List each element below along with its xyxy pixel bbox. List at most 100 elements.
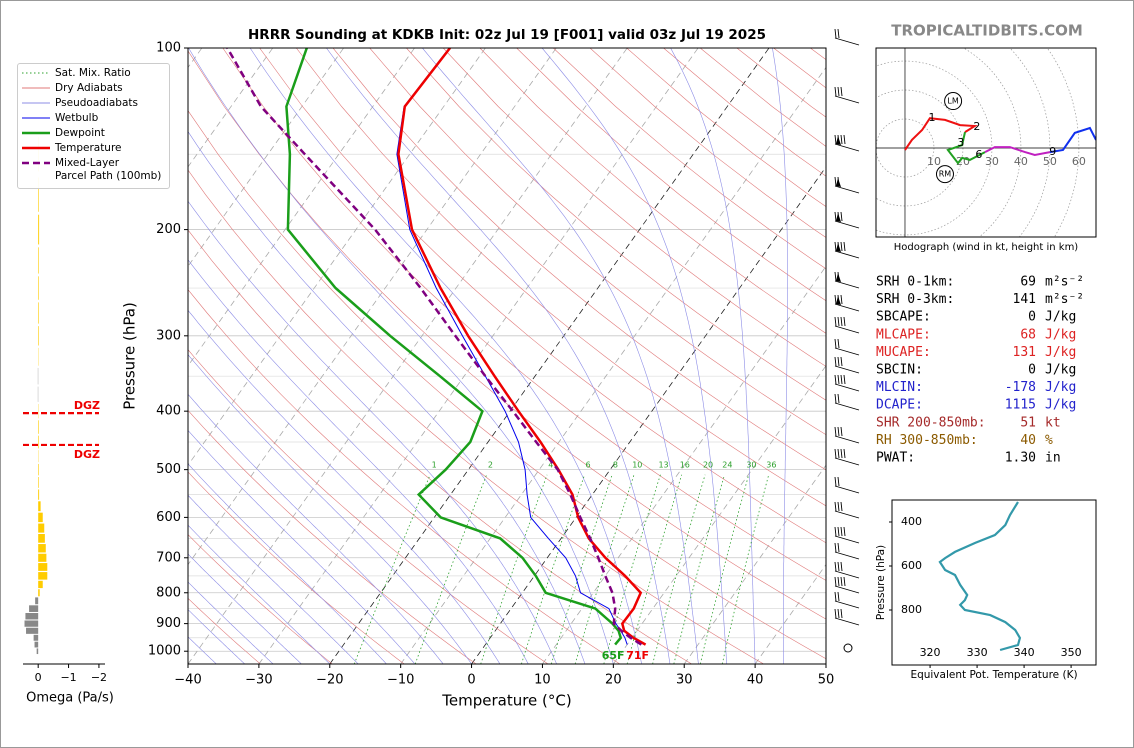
index-label: SBCIN: [876,363,923,378]
dry-adiabat [188,50,826,620]
plot-frame [187,47,827,665]
index-unit: J/kg [1045,363,1076,378]
hodograph-trace [984,146,1051,157]
mixing-ratio-label: 4 [548,460,553,469]
y-tick-label: 300 [156,328,181,343]
wind-barb-tick [840,526,843,537]
series-line [397,48,647,646]
index-unit: J/kg [1045,327,1076,342]
isotherm [188,48,274,168]
wind-barb [834,485,860,494]
wind-barb-tick [837,86,840,97]
hodograph-trace [946,131,986,165]
pseudoadiabat [188,524,331,664]
legend-entry: Mixed-Layer Parcel Path (100mb) [18,157,169,183]
pseudoadiabat [422,48,699,664]
omega-bar [29,605,39,612]
pseudoadiabat [249,48,642,664]
omega-bar [38,463,39,476]
wind-barb-tick [834,28,837,39]
mixing-ratio-line [699,474,750,664]
index-label: SBCAPE: [876,310,931,325]
y-tick-label: 800 [156,585,181,600]
wind-barb-tick [837,542,840,553]
index-label: PWAT: [876,451,915,466]
wind-barb [834,325,860,334]
index-value: -178 [1005,380,1036,395]
omega-bar [35,597,39,605]
hodograph-ring-label: 30 [985,155,999,168]
x-axis-label: Equivalent Pot. Temperature (K) [910,669,1077,681]
x-tick-label: 320 [920,646,941,659]
wind-barb [834,250,860,259]
wind-barb-tick [837,501,840,512]
wind-barb-tick [840,241,843,252]
index-value: 40 [1020,433,1036,448]
y-tick-label: 700 [156,550,181,565]
wind-barb-tick [837,393,840,404]
legend-swatch [22,102,50,104]
x-tick-label: 350 [1061,646,1082,659]
wind-barb [834,303,860,312]
mixing-ratio-label: 10 [632,460,642,469]
wind-barb-tick [843,134,846,145]
mixing-ratio-line [673,474,725,664]
x-tick-label: −30 [245,673,272,688]
dgz-label: DGZ [74,399,100,412]
wind-barb-tick [840,561,843,572]
mixing-ratio-line [626,474,683,664]
mixing-ratio-label: 16 [680,460,690,469]
wind-barb-tick [837,28,840,39]
wind-barb-tick [834,271,837,282]
wind-barb-tick [837,561,840,572]
dry-adiabat [296,48,826,507]
index-value: 141 [1013,292,1036,307]
isotherm [188,48,557,566]
wind-barb-tick [834,526,837,537]
mixing-ratio-label: 6 [586,460,591,469]
wind-barb-tick [840,501,843,512]
mixing-ratio-label: 20 [703,460,713,469]
dry-adiabat [188,169,764,664]
wind-barb [834,143,860,152]
wind-barb-tick [840,374,843,385]
wind-barb [834,280,860,289]
height-label: 6 [975,148,982,161]
wind-barb [834,365,860,374]
wind-barb [834,435,860,444]
x-tick-label: −40 [174,673,201,688]
wind-barb [834,402,860,411]
hodograph-ring-label: 40 [1014,155,1028,168]
dry-adiabat [369,48,826,436]
wind-barb [834,600,860,609]
wind-barb [834,585,860,594]
wind-barb-tick [843,374,846,385]
y-tick-label: 600 [156,510,181,525]
wind-barb-tick [834,608,837,619]
dry-adiabat [188,349,549,664]
x-tick-label: 0 [35,671,42,684]
index-label: SRH 0-1km: [876,275,954,290]
x-tick-label: −10 [387,673,414,688]
wind-barb-tick [840,426,843,437]
pseudoadiabat [188,553,302,664]
index-value: 69 [1020,275,1036,290]
index-label: MLCAPE: [876,327,931,342]
index-unit: kt [1045,415,1061,430]
wind-barb-tick [837,476,840,487]
pseudoadiabat [188,309,501,664]
wind-barb-tick [834,134,837,145]
dry-adiabat [188,289,621,664]
isotherm [258,48,699,664]
y-tick-label: 500 [156,462,181,477]
wind-barb [834,95,860,104]
height-label: 9 [1049,145,1056,158]
wind-barb-tick [834,591,837,602]
wind-barb-tick [843,576,846,587]
calm-wind [843,643,853,653]
wind-barb-tick [837,526,840,537]
surface-label: 65F [602,649,625,662]
pseudoadiabat [188,609,245,664]
